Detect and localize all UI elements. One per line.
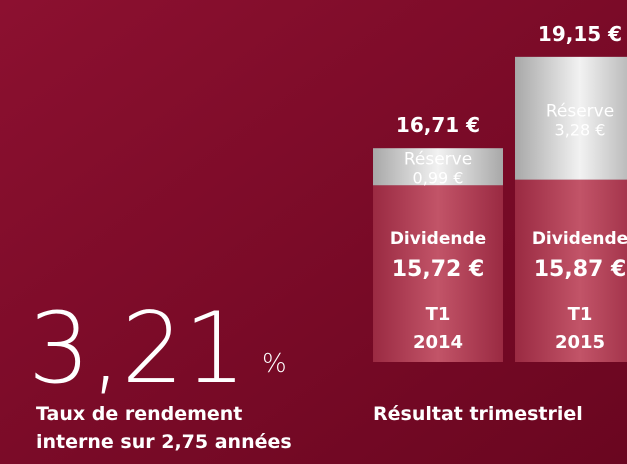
category-label: T1 2014 [413,304,463,353]
bar-segment [373,148,503,186]
kpi-label: interne sur 2,75 années [36,431,292,453]
chart-title: Résultat trimestriel [373,403,583,425]
bar-segment [515,56,627,180]
value-label: 0,99 € [413,169,464,188]
total-label: 16,71 € [396,113,480,137]
kpi-label: Taux de rendement [36,403,242,425]
total-label: 19,15 € [538,22,622,46]
bar-segment [373,185,503,362]
value-label: 3,28 € [555,120,606,139]
series-label: Réserve [546,101,614,121]
value-label: 15,72 € [392,257,485,282]
category-label: T1 2015 [555,304,605,353]
bar-segment [515,179,627,362]
series-label: Réserve [404,150,472,170]
kpi-unit: % [262,349,287,379]
value-label: 15,87 € [534,257,627,282]
series-label: Dividende [390,229,486,249]
kpi-value: 3,21 [28,292,246,406]
series-label: Dividende [532,229,627,249]
